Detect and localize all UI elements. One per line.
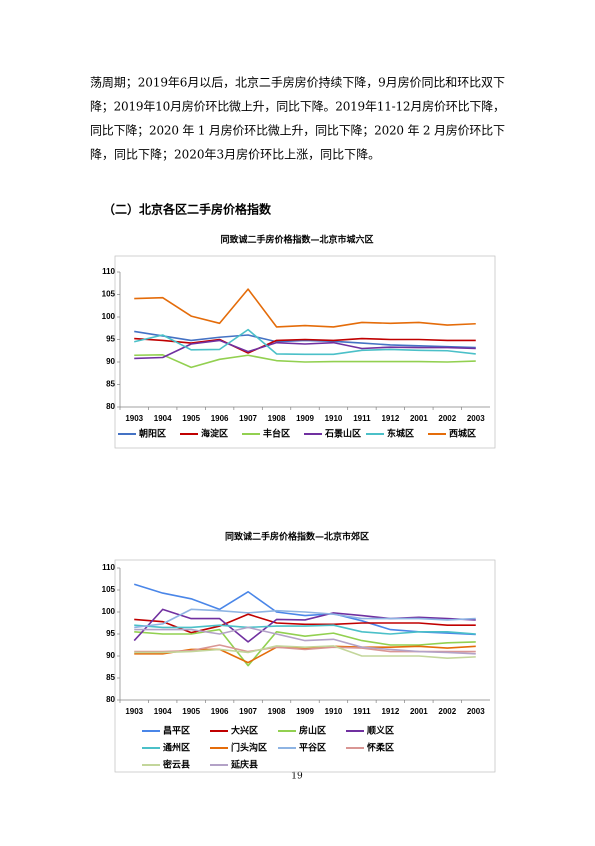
- page-number: 19: [291, 772, 303, 782]
- legend-label: 门头沟区: [231, 742, 267, 754]
- legend-label: 东城区: [387, 428, 414, 440]
- x-tick-label: 1907: [239, 414, 257, 423]
- y-tick-label: 90: [106, 357, 115, 366]
- x-tick-label: 1910: [325, 414, 343, 423]
- series-line: [134, 626, 476, 655]
- legend-label: 延庆县: [230, 759, 258, 771]
- series-line: [134, 339, 476, 360]
- y-tick-label: 100: [102, 607, 116, 616]
- x-tick-label: 1907: [239, 707, 257, 716]
- paragraph-line: 荡周期；2019年6月以后，北京二手房房价持续下降，9月房价同比和环比双下: [90, 75, 505, 90]
- x-tick-label: 1908: [268, 414, 286, 423]
- legend-label: 海淀区: [201, 428, 228, 440]
- x-tick-label: 1909: [296, 707, 314, 716]
- x-tick-label: 2001: [410, 707, 428, 716]
- y-tick-label: 110: [102, 563, 115, 572]
- y-tick-label: 90: [106, 651, 115, 660]
- legend-label: 房山区: [299, 725, 326, 737]
- legend-label: 昌平区: [163, 726, 190, 737]
- chart-title: 同致诚二手房价格指数—北京市城六区: [220, 234, 373, 246]
- x-tick-label: 1903: [125, 414, 143, 423]
- y-tick-label: 110: [102, 267, 115, 276]
- y-tick-label: 80: [106, 402, 115, 411]
- y-tick-label: 100: [102, 312, 116, 321]
- x-tick-label: 2003: [467, 707, 485, 716]
- x-tick-label: 1904: [154, 707, 172, 716]
- x-tick-label: 2002: [438, 707, 456, 716]
- legend-label: 密云县: [162, 759, 190, 771]
- x-tick-label: 1911: [353, 707, 371, 716]
- chart-title: 同致诚二手房价格指数—北京市郊区: [225, 531, 369, 543]
- series-line: [134, 328, 476, 356]
- series-line: [134, 330, 476, 349]
- y-tick-label: 80: [106, 695, 115, 704]
- paragraph-line: 降，同比下降；2020年3月房价环比上涨，同比下降。: [90, 147, 380, 162]
- y-tick-label: 105: [102, 290, 116, 299]
- legend-label: 通州区: [163, 742, 190, 754]
- y-tick-label: 95: [106, 335, 115, 344]
- x-tick-label: 2003: [467, 414, 485, 423]
- x-tick-label: 1904: [154, 414, 172, 423]
- x-tick-label: 1905: [182, 414, 200, 423]
- legend-label: 平谷区: [299, 742, 326, 754]
- x-tick-label: 2002: [438, 414, 456, 423]
- legend-label: 丰台区: [263, 428, 290, 440]
- chart-frame: [114, 255, 496, 449]
- y-tick-label: 85: [106, 673, 115, 682]
- y-tick-label: 85: [106, 380, 115, 389]
- series-line: [134, 645, 476, 659]
- legend-label: 怀柔区: [367, 742, 394, 754]
- legend-label: 朝阳区: [139, 428, 166, 440]
- x-tick-label: 1908: [268, 707, 286, 716]
- series-line: [134, 354, 476, 369]
- series-line: [134, 645, 476, 664]
- series-line: [134, 288, 476, 328]
- paragraph-line: 降；2019年10月房价环比微上升，同比下降。2019年11-12月房价环比下降…: [90, 99, 505, 114]
- y-tick-label: 95: [106, 629, 115, 638]
- x-tick-label: 1906: [211, 414, 229, 423]
- x-tick-label: 1905: [182, 707, 200, 716]
- x-tick-label: 1912: [381, 414, 399, 423]
- legend-label: 石景山区: [324, 428, 361, 440]
- legend-label: 大兴区: [231, 725, 258, 737]
- paragraph-line: 同比下降；2020 年 1 月房价环比微上升，同比下降；2020 年 2 月房价…: [90, 123, 505, 138]
- x-tick-label: 1910: [325, 707, 343, 716]
- series-line: [133, 608, 476, 643]
- section-heading: （二）北京各区二手房价格指数: [103, 202, 272, 217]
- x-tick-label: 1903: [125, 707, 143, 716]
- legend-label: 西城区: [449, 428, 476, 440]
- series-line: [134, 624, 476, 635]
- series-line: [134, 608, 476, 629]
- chart-frame: [114, 559, 496, 773]
- series-line: [134, 628, 476, 667]
- x-tick-label: 1909: [296, 414, 314, 423]
- series-line: [134, 613, 476, 634]
- y-tick-label: 105: [102, 585, 116, 594]
- x-tick-label: 1906: [211, 707, 229, 716]
- legend-label: 顺义区: [367, 725, 394, 737]
- x-tick-label: 2001: [410, 414, 428, 423]
- x-tick-label: 1912: [381, 707, 399, 716]
- x-tick-label: 1911: [353, 414, 371, 423]
- series-line: [134, 337, 476, 354]
